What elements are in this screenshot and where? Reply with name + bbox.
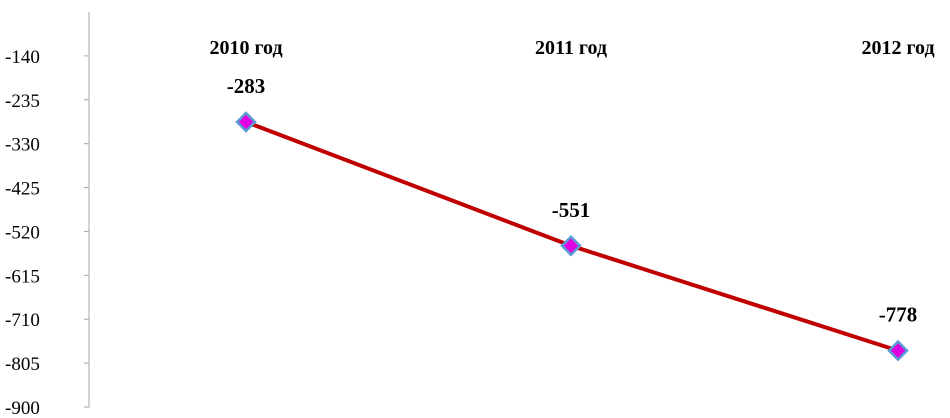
data-point-marker [235, 111, 257, 133]
y-tick-label: -710 [5, 310, 40, 331]
y-tick-label: -330 [5, 135, 40, 156]
y-tick-label: -520 [5, 222, 40, 243]
y-tick-label: -140 [5, 47, 40, 68]
category-label: 2011 год [535, 37, 607, 59]
data-markers [235, 111, 909, 362]
data-value-label: -551 [552, 198, 591, 222]
y-tick-label: -805 [5, 354, 40, 375]
y-tick-label: -615 [5, 266, 40, 287]
category-label: 2010 год [209, 37, 282, 59]
y-tick-label: -900 [5, 398, 40, 418]
data-value-label: -283 [227, 74, 266, 98]
y-axis: -140 -235 -330 -425 -520 -615 -710 -805 -900 [5, 12, 90, 418]
y-tick-label: -235 [5, 91, 40, 112]
data-point-marker [560, 234, 582, 257]
category-label: 2012 год [861, 37, 934, 59]
data-value-label: -778 [879, 303, 918, 327]
category-labels: 2010 год 2011 год 2012 год [209, 37, 934, 59]
data-point-marker [887, 339, 909, 362]
y-tick-label: -425 [5, 179, 40, 200]
data-labels: -283 -551 -778 [227, 74, 918, 327]
